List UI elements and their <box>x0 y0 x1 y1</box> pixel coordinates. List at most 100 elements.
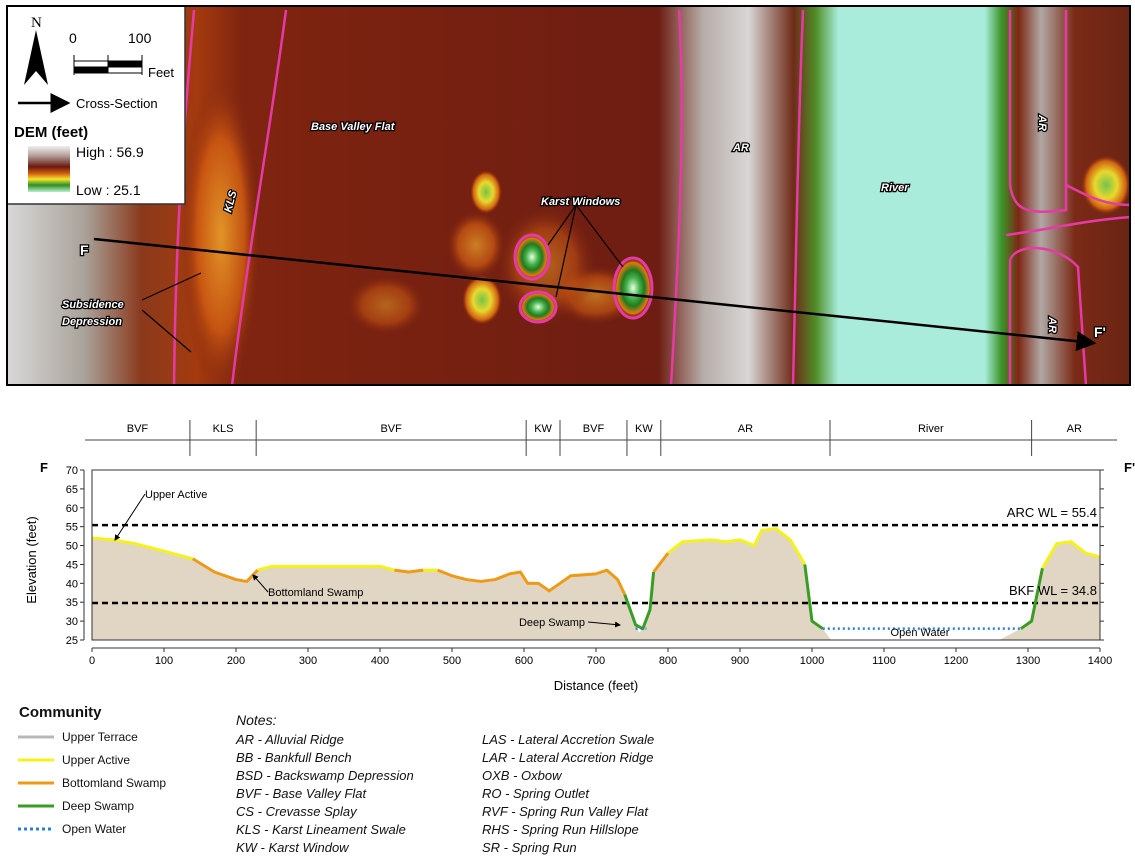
zone-label: KLS <box>213 423 234 435</box>
legend-item: Upper Terrace <box>18 730 138 744</box>
note-item: LAS - Lateral Accretion Swale <box>482 732 655 747</box>
legend-label: Open Water <box>62 822 127 836</box>
x-tick-label: 100 <box>155 655 173 667</box>
note-item: CS - Crevasse Splay <box>236 804 357 819</box>
series-upper-active <box>1041 540 1101 569</box>
note-item: BSD - Backswamp Depression <box>236 768 414 783</box>
x-tick-label: 0 <box>89 655 95 667</box>
x-tick-label: 900 <box>731 655 749 667</box>
notes-title: Notes: <box>236 712 277 728</box>
series-deep-swamp <box>803 564 824 630</box>
legend-label: Upper Active <box>62 753 131 767</box>
series-bottomland-swamp <box>437 568 627 596</box>
y-tick-label: 30 <box>66 616 78 628</box>
legend-item: Upper Active <box>18 753 130 767</box>
series-upper-active <box>257 564 395 572</box>
legend-swatch <box>18 781 54 785</box>
x-tick-label: 700 <box>587 655 605 667</box>
profile-right-letter: F' <box>1124 460 1135 475</box>
cross-section-label: Cross-Section <box>76 96 158 111</box>
note-item: RO - Spring Outlet <box>482 786 589 801</box>
annotation-deep-swamp-label: Deep Swamp <box>519 617 585 629</box>
map-legend: N 0 100 Feet Cross-Section DEM (feet) <box>6 5 186 205</box>
zone-label: BVF <box>583 423 605 435</box>
note-item: AR - Alluvial Ridge <box>236 732 344 747</box>
label-f-start: F <box>80 242 89 258</box>
profile-left-letter: F <box>40 460 48 475</box>
legend-swatch <box>18 804 54 808</box>
zone-label: BVF <box>127 423 149 435</box>
y-tick-label: 60 <box>66 503 78 515</box>
zone-label: KW <box>635 423 653 435</box>
note-item: KLS - Karst Lineament Swale <box>236 822 406 837</box>
annotation-upper-active-label: Upper Active <box>145 489 207 501</box>
arc-wl-label: ARC WL = 55.4 <box>1007 505 1097 520</box>
legend-item: Open Water <box>18 822 126 836</box>
x-tick-label: 1100 <box>872 655 896 667</box>
ground-fill <box>92 528 1100 644</box>
y-tick-label: 40 <box>66 578 78 590</box>
y-tick-label: 50 <box>66 541 78 553</box>
series-deep-swamp <box>623 571 656 631</box>
legend-swatch <box>18 827 54 831</box>
label-ar-top-right: AR <box>1036 114 1048 131</box>
note-item: LAR - Lateral Accretion Ridge <box>482 750 654 765</box>
note-item: KW - Karst Window <box>236 840 349 855</box>
legend-label: Bottomland Swamp <box>62 776 167 790</box>
dem-high: High : 56.9 <box>76 144 144 160</box>
north-label: N <box>31 15 42 31</box>
legend-item: Deep Swamp <box>18 799 134 813</box>
x-tick-label: 300 <box>299 655 317 667</box>
y-axis-label: Elevation (feet) <box>24 516 39 603</box>
series-upper-active <box>91 536 194 561</box>
series-deep-swamp <box>1019 567 1044 630</box>
legend-swatch <box>18 735 54 739</box>
bkf-wl-label: BKF WL = 34.8 <box>1009 583 1097 598</box>
x-tick-label: 400 <box>371 655 389 667</box>
legend-swatch <box>18 758 54 762</box>
y-tick-label: 70 <box>66 465 78 477</box>
label-ar-bottom-right: AR <box>1046 316 1058 333</box>
zone-label: AR <box>1067 423 1082 435</box>
x-tick-label: 200 <box>227 655 245 667</box>
x-tick-label: 1300 <box>1016 655 1040 667</box>
y-tick-label: 55 <box>66 522 78 534</box>
dem-map: Base Valley Flat KLS Subsidence Depressi… <box>6 5 1131 386</box>
zone-label: BVF <box>380 423 402 435</box>
legend-notes-area: Community Upper Terrace Upper Active Botto… <box>0 700 1135 859</box>
y-tick-label: 35 <box>66 597 78 609</box>
dem-color-ramp <box>28 146 70 192</box>
x-tick-label: 1000 <box>800 655 824 667</box>
legend-item: Bottomland Swamp <box>18 776 166 790</box>
notes-column-2: LAS - Lateral Accretion Swale LAR - Later… <box>482 731 654 857</box>
community-legend-title: Community <box>19 704 102 721</box>
series-bottomland-swamp <box>652 552 670 573</box>
note-item: RVF - Spring Run Valley Flat <box>482 804 648 819</box>
legend-label: Upper Terrace <box>62 730 138 744</box>
legend-label: Deep Swamp <box>62 799 135 813</box>
scale-zero: 0 <box>69 30 77 46</box>
dem-title: DEM (feet) <box>14 124 88 141</box>
x-axis-label: Distance (feet) <box>554 678 639 693</box>
label-base-valley-flat: Base Valley Flat <box>311 121 396 133</box>
scale-unit: Feet <box>148 65 174 80</box>
notes-column-1: AR - Alluvial Ridge BB - Bankfull Bench BS… <box>236 731 414 857</box>
elevation-profile-chart: BVF KLS BVF KW BVF KW AR River AR 25 30 35 40 45 50 55… <box>24 420 1135 693</box>
scale-max: 100 <box>128 30 152 46</box>
label-ar-center: AR <box>732 142 749 154</box>
x-tick-label: 600 <box>515 655 533 667</box>
note-item: OXB - Oxbow <box>482 768 562 783</box>
note-item: RHS - Spring Run Hillslope <box>482 822 639 837</box>
y-tick-label: 25 <box>66 635 78 647</box>
dem-low: Low : 25.1 <box>76 182 141 198</box>
x-tick-label: 500 <box>443 655 461 667</box>
x-tick-label: 800 <box>659 655 677 667</box>
zone-label: River <box>918 423 944 435</box>
series-bottomland-swamp <box>394 568 424 574</box>
y-tick-label: 45 <box>66 559 78 571</box>
note-item: SR - Spring Run <box>482 840 577 855</box>
zone-label: KW <box>534 423 552 435</box>
series-upper-active <box>667 527 807 566</box>
label-subsidence-2: Depression <box>62 316 122 328</box>
